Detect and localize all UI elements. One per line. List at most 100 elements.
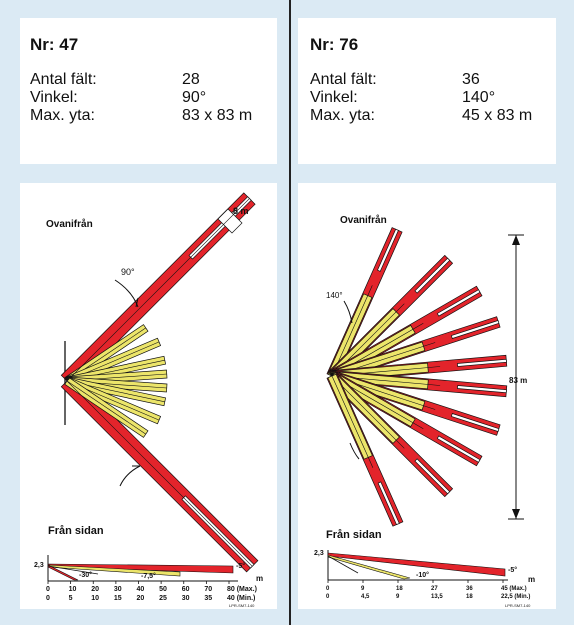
zone-centerline bbox=[331, 285, 373, 377]
spec-value: 140° bbox=[462, 89, 496, 106]
side-angle-label: -5° bbox=[236, 562, 245, 570]
side-view-label: Från sidan bbox=[326, 529, 382, 541]
side-angle-label: -5° bbox=[508, 566, 517, 574]
zone-gap bbox=[450, 413, 500, 432]
beam-line bbox=[47, 565, 99, 575]
tick-label-max: 45 (Max.) bbox=[501, 586, 527, 592]
dimension-arrow-top bbox=[512, 235, 520, 245]
zone-gap bbox=[457, 358, 507, 367]
dimension-arrow-bottom bbox=[512, 509, 520, 519]
spec-value: 83 x 83 m bbox=[182, 107, 253, 124]
tick-label-min: 25 bbox=[159, 595, 167, 602]
tick-label-min: 0 bbox=[326, 594, 330, 600]
side-view-label: Från sidan bbox=[48, 525, 104, 537]
tick-label-max: 30 bbox=[114, 586, 122, 593]
tick-label-min: 4,5 bbox=[361, 594, 370, 600]
tick-label-min: 5 bbox=[69, 595, 73, 602]
side-angle-label: -30° bbox=[79, 571, 92, 579]
side-ticks-left: 0 0 10 5 20 10 30 15 40 20 50 25 60 30 70 35 80 (Max.) 40… bbox=[46, 581, 257, 602]
angle-label: 140° bbox=[326, 291, 343, 300]
product-title: Nr: 76 bbox=[310, 35, 359, 54]
side-angle-label: -10° bbox=[416, 571, 429, 579]
tick-label-max: 50 bbox=[159, 586, 167, 593]
tick-label-min: 22,5 (Min.) bbox=[501, 594, 530, 600]
angle-label: 90° bbox=[121, 267, 135, 277]
tick-label-min: 10 bbox=[91, 595, 99, 602]
angle-arc-lower bbox=[349, 442, 360, 460]
tick-label-min: 13,5 bbox=[431, 594, 443, 600]
x-unit-label: m bbox=[256, 574, 263, 583]
spec-value: 90° bbox=[182, 89, 207, 106]
tick-label-min: 18 bbox=[466, 594, 473, 600]
tick-label-min: 0 bbox=[46, 595, 50, 602]
side-ticks-right: 0 0 9 4,5 18 9 27 13,5 36 18 45 (Max.) 22,5 (Min.) bbox=[326, 580, 530, 600]
coverage-diagram-left: Ovanifrån 90° 8 m Från sidan 2,3 -30° -7… bbox=[20, 183, 277, 609]
tick-label-min: 40 (Min.) bbox=[227, 595, 255, 602]
zone-gap bbox=[414, 458, 451, 495]
height-label: 2,3 bbox=[314, 550, 324, 557]
tick-label-min: 20 bbox=[137, 595, 145, 602]
zone-gap bbox=[450, 320, 500, 339]
spec-value: 28 bbox=[182, 71, 200, 88]
tick-label-max: 0 bbox=[46, 586, 50, 593]
width-label: 8 m bbox=[233, 206, 249, 216]
diagram-code: LPR-SM7-140 bbox=[229, 603, 255, 608]
height-label: 2,3 bbox=[34, 562, 44, 569]
tick-label-max: 27 bbox=[431, 586, 438, 592]
info-panel-right: Nr: 76 Antal fält: 36 Vinkel: 140° Max. … bbox=[298, 18, 556, 164]
spec-label: Max. yta: bbox=[310, 107, 375, 124]
spec-label: Max. yta: bbox=[30, 107, 95, 124]
tick-label-max: 36 bbox=[466, 586, 473, 592]
zone-gap bbox=[457, 385, 507, 394]
zone-centerline bbox=[66, 380, 253, 567]
side-view-right bbox=[327, 550, 508, 581]
tick-label-max: 60 bbox=[182, 586, 190, 593]
tick-label-max: 20 bbox=[91, 586, 99, 593]
tick-label-max: 80 (Max.) bbox=[227, 586, 257, 593]
tick-label-min: 30 bbox=[182, 595, 190, 602]
coverage-svg-left: Ovanifrån 90° 8 m Från sidan 2,3 -30° -7… bbox=[34, 192, 263, 608]
column-divider bbox=[289, 0, 291, 625]
length-label: 83 m bbox=[509, 376, 527, 385]
zone-gap bbox=[377, 481, 400, 526]
zone-centerline bbox=[66, 198, 250, 382]
angle-arrow-upper bbox=[135, 297, 139, 308]
top-view-label: Ovanifrån bbox=[340, 214, 387, 226]
zone-centerline bbox=[331, 375, 374, 468]
top-view-left bbox=[60, 192, 259, 573]
angle-arc-lower bbox=[119, 465, 141, 487]
tick-label-max: 18 bbox=[396, 586, 403, 592]
tick-label-min: 15 bbox=[114, 595, 122, 602]
diagram-code: LPR-SM7-140 bbox=[505, 603, 531, 608]
tick-label-max: 70 bbox=[204, 586, 212, 593]
top-view-right bbox=[326, 227, 508, 527]
zone-centerline bbox=[66, 380, 146, 435]
zone-gap bbox=[377, 228, 399, 272]
tick-label-min: 35 bbox=[204, 595, 212, 602]
x-unit-label: m bbox=[528, 575, 535, 584]
zone-gap bbox=[436, 435, 481, 463]
side-angle-label: -7,5° bbox=[141, 572, 156, 580]
spec-value: 36 bbox=[462, 71, 480, 88]
tick-label-max: 0 bbox=[326, 586, 330, 592]
zone-gap bbox=[414, 257, 451, 294]
spec-value: 45 x 83 m bbox=[462, 107, 533, 124]
tick-label-max: 10 bbox=[69, 586, 77, 593]
spec-label: Antal fält: bbox=[30, 71, 97, 88]
product-title: Nr: 47 bbox=[30, 35, 79, 54]
angle-arc-upper bbox=[343, 300, 353, 324]
spec-label: Antal fält: bbox=[310, 71, 377, 88]
side-view-left bbox=[47, 555, 238, 582]
tick-label-max: 40 bbox=[137, 586, 145, 593]
spec-label: Vinkel: bbox=[30, 89, 78, 106]
beam-end bbox=[217, 208, 243, 234]
tick-label-min: 9 bbox=[396, 594, 400, 600]
info-panel-left: Nr: 47 Antal fält: 28 Vinkel: 90° Max. y… bbox=[20, 18, 277, 164]
tick-label-max: 9 bbox=[361, 586, 365, 592]
beam-line bbox=[327, 555, 359, 574]
coverage-diagram-right: Ovanifrån 140° 83 m Från sidan 2,3 -10° … bbox=[298, 183, 556, 609]
coverage-svg-right: Ovanifrån 140° 83 m Från sidan 2,3 -10° … bbox=[314, 214, 535, 608]
top-view-label: Ovanifrån bbox=[46, 218, 93, 230]
spec-label: Vinkel: bbox=[310, 89, 358, 106]
zone-centerline bbox=[331, 375, 405, 449]
